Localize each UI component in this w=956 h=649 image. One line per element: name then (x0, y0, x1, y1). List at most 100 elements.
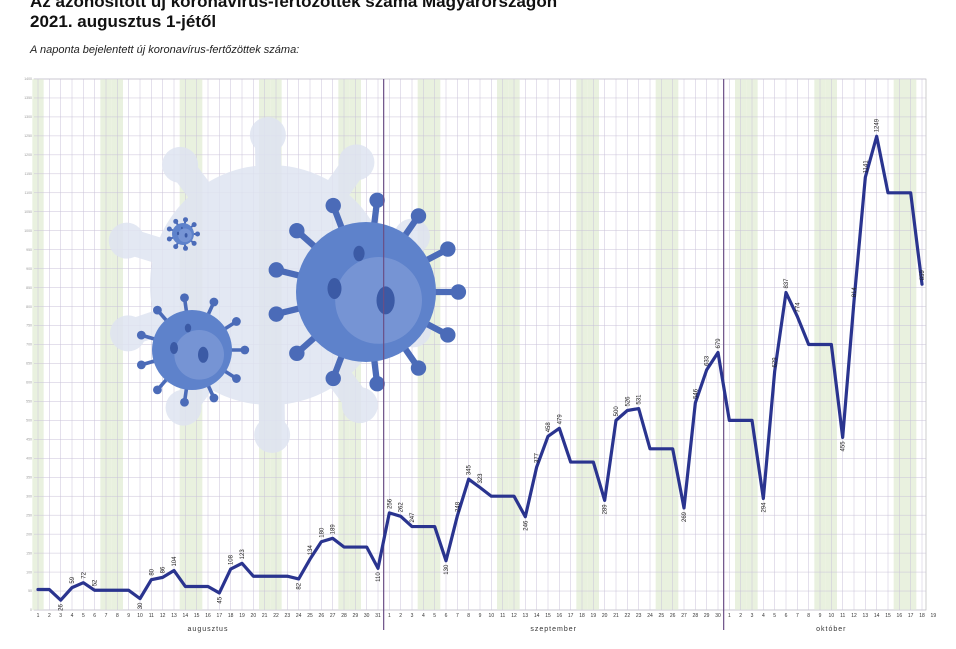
virus-spike-tip (369, 376, 385, 392)
data-point (252, 575, 255, 578)
virus-spot (184, 323, 192, 333)
x-tick-label: 9 (479, 613, 482, 619)
x-tick-label: 21 (613, 613, 619, 619)
y-tick-label: 1400 (24, 77, 32, 81)
month-labels: augusztus szeptember október (188, 626, 846, 633)
data-point (717, 351, 719, 354)
y-tick-label: 1150 (24, 172, 32, 176)
data-point (309, 558, 311, 561)
virus-faint-tip (108, 222, 145, 259)
x-tick-label: 10 (489, 613, 495, 619)
coronavirus-illustration (108, 117, 467, 453)
data-point (671, 447, 674, 450)
x-tick-label: 11 (500, 613, 505, 619)
data-label: 323 (478, 473, 484, 484)
data-point (331, 537, 334, 540)
x-tick-label: 22 (625, 613, 631, 619)
virus-faint-tip (165, 389, 202, 426)
x-tick-label: 18 (919, 613, 925, 619)
x-tick-label: 13 (523, 613, 529, 619)
data-point (218, 592, 221, 594)
data-label: 82 (297, 582, 303, 589)
data-point (82, 581, 85, 584)
virus-spike-tip (166, 236, 172, 242)
data-label: 633 (705, 355, 711, 366)
virus-spike-tip (183, 245, 189, 251)
x-tick-label: 15 (194, 613, 200, 619)
data-point (853, 300, 855, 303)
data-point (388, 512, 391, 514)
virus-spike-tip (180, 397, 189, 407)
x-tick-label: 16 (897, 613, 903, 619)
y-axis-ticks: 0 50 100 150 200 250 300 350 400 450 500 550 600 650 7… (24, 77, 32, 612)
x-tick-label: 17 (908, 613, 914, 619)
virus-spike-tip (180, 293, 189, 303)
data-label: 377 (535, 452, 541, 463)
y-tick-label: 1100 (24, 191, 32, 195)
y-tick-label: 1250 (24, 134, 32, 138)
y-tick-label: 1050 (24, 210, 32, 214)
x-tick-label: 14 (874, 613, 880, 619)
data-point (320, 540, 323, 543)
data-label: 289 (603, 504, 609, 515)
data-point (490, 495, 493, 498)
x-tick-label: 28 (693, 613, 699, 619)
virus-spot (198, 346, 209, 363)
data-label: 108 (229, 554, 235, 565)
x-tick-label: 31 (375, 613, 381, 619)
data-label: 458 (546, 422, 552, 433)
data-label: 345 (467, 464, 473, 475)
x-tick-label: 12 (851, 613, 857, 619)
data-label: 189 (331, 524, 337, 535)
x-tick-label: 23 (636, 613, 642, 619)
data-point (751, 419, 753, 422)
virus-spike-tip (289, 345, 305, 361)
data-point (898, 191, 901, 194)
grid-lines (34, 78, 926, 611)
data-point (127, 589, 130, 592)
data-point (37, 588, 39, 591)
data-point (479, 486, 481, 489)
month-label: szeptember (530, 626, 577, 633)
y-tick-label: 600 (26, 381, 32, 385)
data-point (501, 495, 504, 498)
x-tick-label: 27 (330, 613, 336, 619)
data-label: 859 (920, 270, 926, 281)
y-tick-label: 900 (26, 267, 32, 271)
virus-spike-tip (153, 305, 162, 315)
x-tick-label: 17 (217, 613, 223, 619)
data-label: 479 (557, 414, 563, 425)
y-tick-label: 1350 (24, 96, 32, 100)
x-tick-label: 5 (433, 613, 436, 619)
data-point (195, 585, 198, 588)
x-tick-label: 1 (388, 613, 391, 619)
x-tick-label: 6 (93, 613, 96, 619)
x-tick-label: 1 (37, 613, 40, 619)
data-point (762, 497, 765, 500)
x-tick-label: 22 (273, 613, 279, 619)
x-tick-label: 5 (773, 613, 776, 619)
data-point (819, 343, 821, 346)
x-tick-label: 5 (82, 613, 85, 619)
y-tick-label: 800 (26, 305, 32, 309)
virus-faint-tip (110, 315, 147, 352)
x-tick-label: 18 (579, 613, 585, 619)
y-tick-label: 150 (26, 551, 32, 555)
data-point (422, 525, 425, 528)
x-tick-label: 14 (183, 613, 189, 619)
y-tick-label: 1300 (24, 115, 32, 119)
x-tick-label: 4 (422, 613, 425, 619)
x-tick-label: 1 (728, 613, 731, 619)
x-tick-label: 2 (48, 613, 51, 619)
data-point (377, 567, 379, 570)
x-tick-label: 27 (681, 613, 687, 619)
data-point (841, 436, 844, 439)
data-point (150, 578, 153, 581)
virus-spike-tip (173, 218, 179, 224)
virus-spike-tip (369, 192, 385, 208)
y-tick-label: 300 (26, 494, 32, 498)
x-tick-label: 9 (819, 613, 822, 619)
virus-spike-tip (268, 306, 284, 322)
virus-spike-tip (325, 197, 341, 214)
